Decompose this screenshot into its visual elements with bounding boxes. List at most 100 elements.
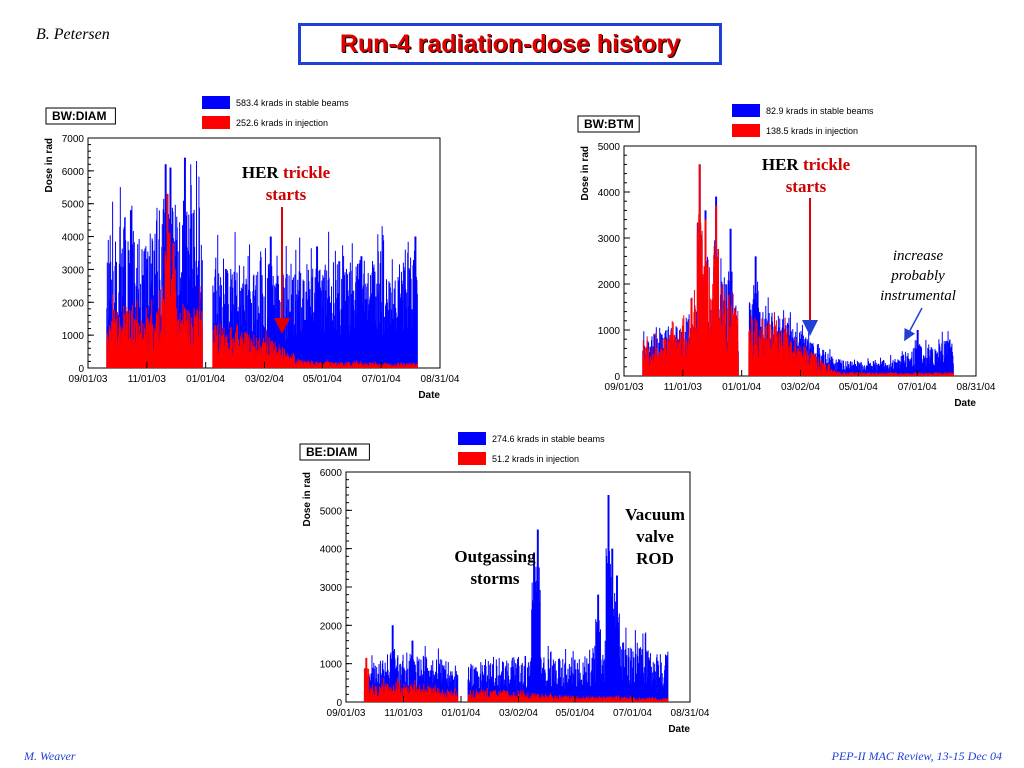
data-bar	[470, 665, 472, 702]
data-bar	[480, 662, 482, 702]
detector-label: BE:DIAM	[299, 443, 370, 461]
data-bar	[560, 667, 562, 702]
data-bar	[892, 360, 894, 376]
data-bar	[348, 272, 350, 368]
data-bar	[851, 361, 853, 376]
data-bar	[898, 360, 900, 376]
data-bar	[370, 688, 372, 702]
data-bar	[630, 697, 632, 702]
data-bar	[876, 372, 878, 376]
data-bar	[608, 696, 610, 702]
y-tick-label: 6000	[62, 167, 85, 178]
data-bar	[890, 354, 892, 376]
data-bar	[469, 690, 471, 702]
legend-label: 274.6 krads in stable beams	[492, 434, 605, 444]
data-bar	[600, 659, 602, 702]
data-bar	[416, 293, 418, 368]
data-bar	[457, 675, 459, 702]
data-bar	[941, 331, 943, 376]
chart-bw-diam: BW:DIAM 583.4 krads in stable beams 252.6 …	[44, 96, 460, 401]
data-bar	[131, 304, 133, 368]
data-bar	[383, 240, 385, 368]
data-bar	[263, 296, 265, 368]
data-bar	[394, 363, 396, 368]
data-bar	[406, 652, 408, 702]
data-bar	[645, 650, 647, 702]
data-bar	[932, 373, 934, 376]
data-bar	[807, 350, 809, 376]
data-bar	[751, 319, 753, 376]
data-bar	[343, 275, 345, 368]
data-bar	[646, 651, 648, 702]
data-bar	[447, 662, 449, 702]
data-bar	[431, 688, 433, 702]
data-bar	[603, 659, 605, 702]
data-bar	[407, 687, 409, 702]
data-bar	[175, 290, 177, 368]
data-bar	[416, 363, 418, 368]
data-bar	[241, 332, 243, 368]
data-bar	[875, 362, 877, 376]
data-bar	[381, 226, 383, 368]
data-bar	[177, 251, 179, 368]
data-bar	[631, 648, 633, 702]
data-bar	[797, 347, 799, 376]
data-bar	[823, 349, 825, 376]
data-bar	[869, 373, 871, 376]
legend-swatch	[202, 116, 230, 129]
data-bar	[313, 363, 315, 368]
data-bar	[882, 373, 884, 376]
data-bar	[803, 345, 805, 376]
legend-swatch	[458, 452, 486, 465]
y-tick-label: 1000	[62, 331, 85, 342]
data-bar	[678, 342, 680, 376]
data-bar	[594, 645, 596, 702]
data-bar	[394, 659, 396, 702]
data-bar	[527, 692, 529, 702]
y-tick-label: 0	[78, 364, 84, 375]
data-bar	[418, 658, 420, 702]
data-bar	[549, 695, 551, 702]
y-tick-label: 6000	[320, 468, 343, 479]
data-bar	[437, 648, 439, 702]
data-bar	[274, 342, 276, 368]
data-bar	[827, 364, 829, 376]
data-bar	[299, 237, 301, 368]
data-bar	[905, 351, 907, 376]
legend-label: 252.6 krads in injection	[236, 118, 328, 128]
data-bar	[925, 339, 927, 376]
data-bar	[290, 263, 292, 368]
data-bar	[487, 661, 489, 702]
data-bar	[817, 357, 819, 376]
legend-swatch	[732, 124, 760, 137]
data-bar	[300, 272, 302, 368]
data-bar	[454, 687, 456, 702]
data-bar	[106, 262, 108, 368]
data-bar	[557, 696, 559, 702]
data-bar	[616, 697, 618, 702]
data-bar	[115, 319, 117, 368]
data-bar	[306, 264, 308, 368]
data-bar	[498, 658, 500, 702]
data-bar	[906, 356, 908, 376]
data-bar	[892, 373, 894, 376]
data-bar	[944, 372, 946, 376]
data-bar	[496, 665, 498, 702]
data-bar	[728, 294, 730, 376]
data-bar	[159, 290, 161, 368]
data-bar	[501, 692, 503, 702]
data-bar	[345, 363, 347, 368]
data-bar	[492, 691, 494, 702]
data-bar	[472, 690, 474, 702]
data-bar	[857, 362, 859, 376]
legend-label: 82.9 krads in stable beams	[766, 106, 874, 116]
data-bar	[146, 316, 148, 368]
data-bar	[267, 336, 269, 368]
data-bar	[151, 299, 153, 368]
data-bar	[935, 372, 937, 376]
data-bar	[921, 347, 923, 376]
data-bar	[396, 677, 398, 702]
data-bar	[618, 697, 620, 702]
data-bar	[378, 686, 380, 702]
data-bar	[353, 360, 355, 368]
